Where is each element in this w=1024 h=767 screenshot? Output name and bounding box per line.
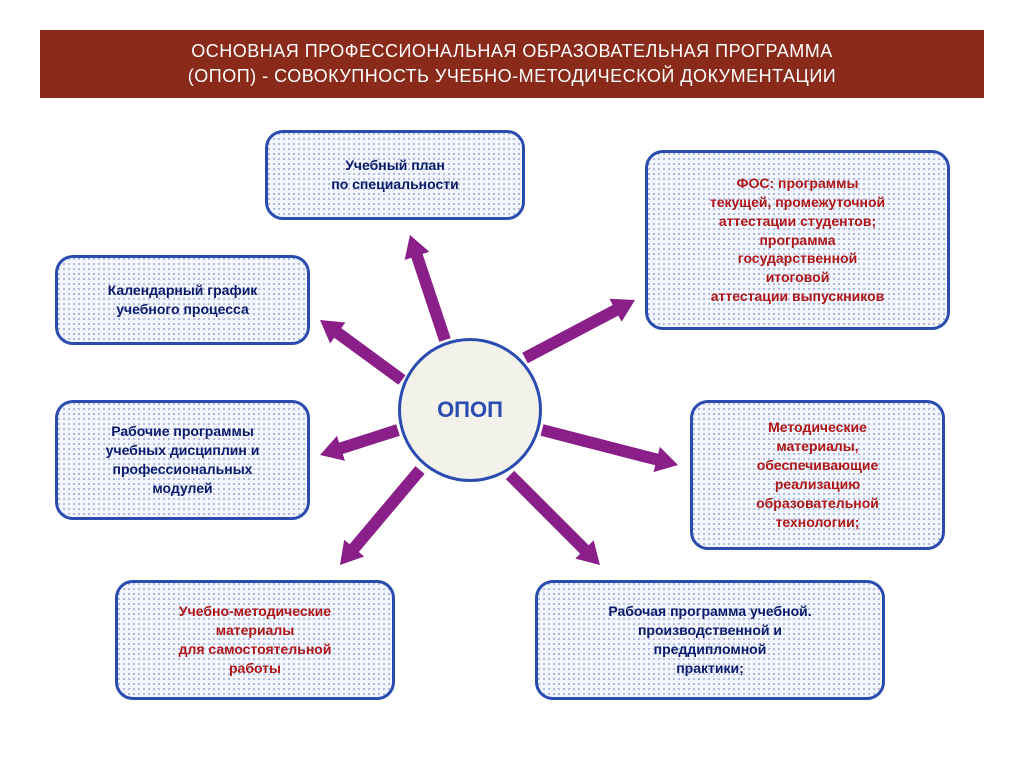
arrow-1 (522, 299, 635, 364)
arrow-6 (506, 471, 600, 565)
center-node: ОПОП (398, 338, 542, 482)
node-label: Учебный планпо специальности (331, 156, 459, 194)
node-n0: Учебный планпо специальности (265, 130, 525, 220)
node-n4: Методическиематериалы,обеспечивающиереал… (690, 400, 945, 550)
node-n5: Учебно-методическиематериалыдля самостоя… (115, 580, 395, 700)
title-line-1: ОСНОВНАЯ ПРОФЕССИОНАЛЬНАЯ ОБРАЗОВАТЕЛЬНА… (188, 39, 836, 64)
arrow-2 (320, 320, 406, 385)
node-label: Рабочая программа учебной.производственн… (608, 602, 811, 678)
node-label: Учебно-методическиематериалыдля самостоя… (179, 602, 332, 678)
node-label: Календарный графикучебного процесса (108, 281, 258, 319)
arrow-4 (541, 424, 679, 472)
node-n3: Рабочие программыучебных дисциплин ипроф… (55, 400, 310, 520)
node-n6: Рабочая программа учебной.производственн… (535, 580, 885, 700)
center-label: ОПОП (437, 397, 503, 423)
title-banner: ОСНОВНАЯ ПРОФЕССИОНАЛЬНАЯ ОБРАЗОВАТЕЛЬНА… (40, 30, 984, 98)
title-line-2: (ОПОП) - СОВОКУПНОСТЬ УЧЕБНО-МЕТОДИЧЕСКО… (188, 64, 836, 89)
node-label: Методическиематериалы,обеспечивающиереал… (756, 418, 879, 531)
node-n2: Календарный графикучебного процесса (55, 255, 310, 345)
node-label: Рабочие программыучебных дисциплин ипроф… (106, 422, 260, 498)
arrow-3 (320, 424, 400, 460)
node-label: ФОС: программытекущей, промежуточнойатте… (710, 174, 885, 306)
arrow-0 (405, 235, 451, 342)
node-n1: ФОС: программытекущей, промежуточнойатте… (645, 150, 950, 330)
arrow-5 (340, 466, 425, 565)
